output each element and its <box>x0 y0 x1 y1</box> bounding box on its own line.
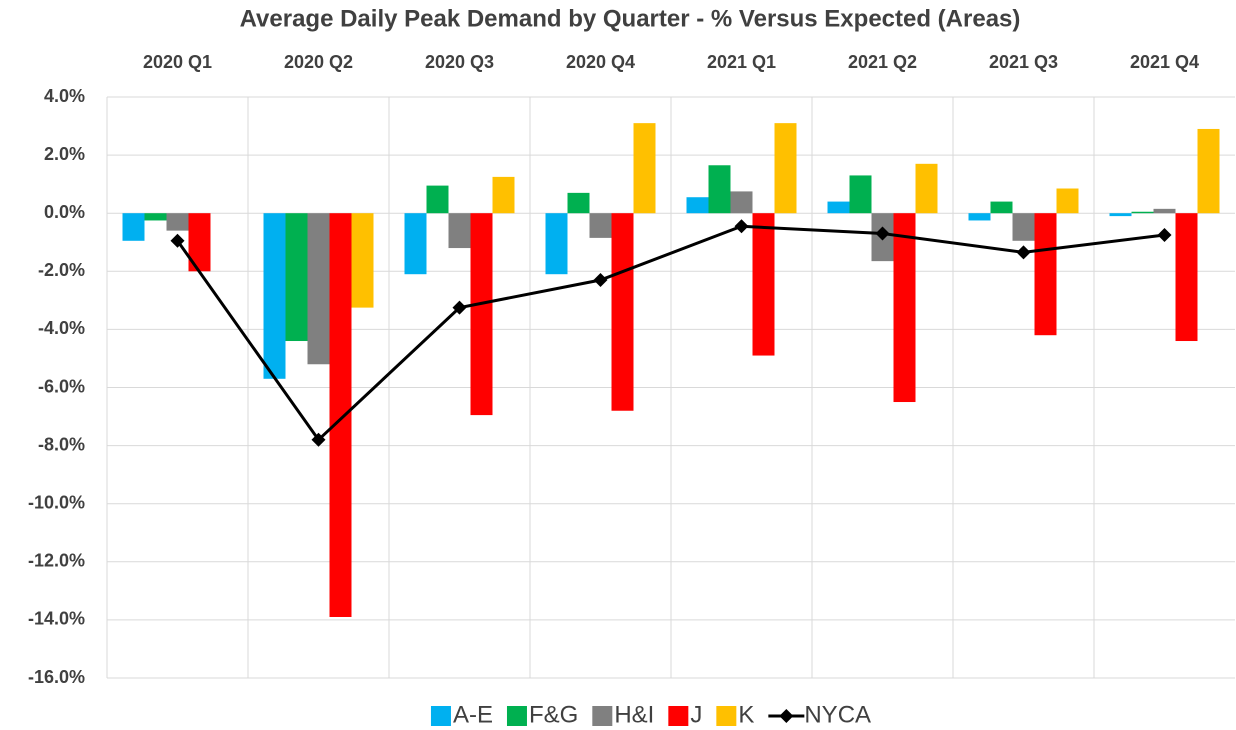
bar <box>1131 211 1154 214</box>
bar <box>329 213 352 617</box>
bar <box>122 213 145 241</box>
bar <box>545 213 568 275</box>
bar <box>1197 128 1220 214</box>
bar <box>1175 213 1198 342</box>
bar <box>470 213 493 416</box>
legend-label: K <box>738 701 754 728</box>
y-tick-label: -2.0% <box>38 260 85 280</box>
y-tick-label: -12.0% <box>28 551 85 571</box>
bar <box>752 213 775 356</box>
y-tick-label: -10.0% <box>28 492 85 512</box>
bar <box>1034 213 1057 336</box>
bar <box>1153 208 1176 214</box>
bar <box>893 213 916 403</box>
legend-label: F&G <box>529 701 578 728</box>
x-tick-label: 2020 Q2 <box>284 52 353 72</box>
legend-label: NYCA <box>804 701 871 728</box>
legend-swatch <box>716 706 737 726</box>
legend-swatch <box>668 706 689 726</box>
bar <box>633 123 656 214</box>
bar <box>166 213 189 231</box>
marker <box>1016 245 1031 260</box>
x-tick-label: 2021 Q4 <box>1130 52 1199 72</box>
legend-swatch <box>430 706 451 726</box>
legend-label: H&I <box>614 701 654 728</box>
bar <box>708 165 731 214</box>
x-tick-label: 2020 Q1 <box>143 52 212 72</box>
bar <box>426 185 449 214</box>
marker <box>734 219 749 234</box>
bar <box>1109 213 1132 217</box>
y-tick-label: -14.0% <box>28 609 85 629</box>
marker <box>311 432 326 447</box>
bar <box>307 213 330 365</box>
bar <box>567 192 590 214</box>
y-tick-label: 2.0% <box>44 144 85 164</box>
bar <box>404 213 427 275</box>
bar <box>492 176 515 214</box>
marker <box>875 226 890 241</box>
bar <box>686 197 709 214</box>
y-tick-label: -16.0% <box>28 667 85 687</box>
x-tick-label: 2020 Q4 <box>566 52 635 72</box>
bar <box>263 213 286 379</box>
legend: A-E F&G H&I J K NYCA <box>430 701 871 728</box>
legend-label: A-E <box>453 701 493 728</box>
marker <box>1157 227 1172 242</box>
bar <box>915 163 938 214</box>
bar <box>144 213 167 221</box>
chart-title: Average Daily Peak Demand by Quarter - %… <box>240 5 1021 32</box>
line <box>176 224 1165 443</box>
legend-swatch <box>592 706 613 726</box>
bar <box>448 213 471 249</box>
bar <box>990 201 1013 214</box>
bar <box>774 123 797 214</box>
bar <box>589 213 612 238</box>
x-tick-label: 2021 Q2 <box>848 52 917 72</box>
bar <box>188 213 211 272</box>
y-tick-label: 0.0% <box>44 202 85 222</box>
bar <box>1012 213 1035 241</box>
marker <box>452 300 467 315</box>
bar <box>285 213 308 342</box>
bar <box>611 213 634 411</box>
x-tick-label: 2020 Q3 <box>425 52 494 72</box>
bar <box>827 201 850 214</box>
bar <box>1056 188 1079 214</box>
bar <box>849 175 872 214</box>
y-tick-label: -8.0% <box>38 434 85 454</box>
legend-swatch <box>506 706 527 726</box>
marker <box>593 273 608 288</box>
marker <box>170 233 185 248</box>
x-tick-label: 2021 Q1 <box>707 52 776 72</box>
x-tick-label: 2021 Q3 <box>989 52 1058 72</box>
y-tick-label: 4.0% <box>44 86 85 106</box>
bar <box>968 213 991 221</box>
bar <box>351 213 374 308</box>
legend-marker <box>779 709 794 723</box>
legend-label: J <box>690 701 702 728</box>
bar <box>730 191 753 214</box>
y-tick-label: -4.0% <box>38 318 85 338</box>
y-tick-label: -6.0% <box>38 376 85 396</box>
